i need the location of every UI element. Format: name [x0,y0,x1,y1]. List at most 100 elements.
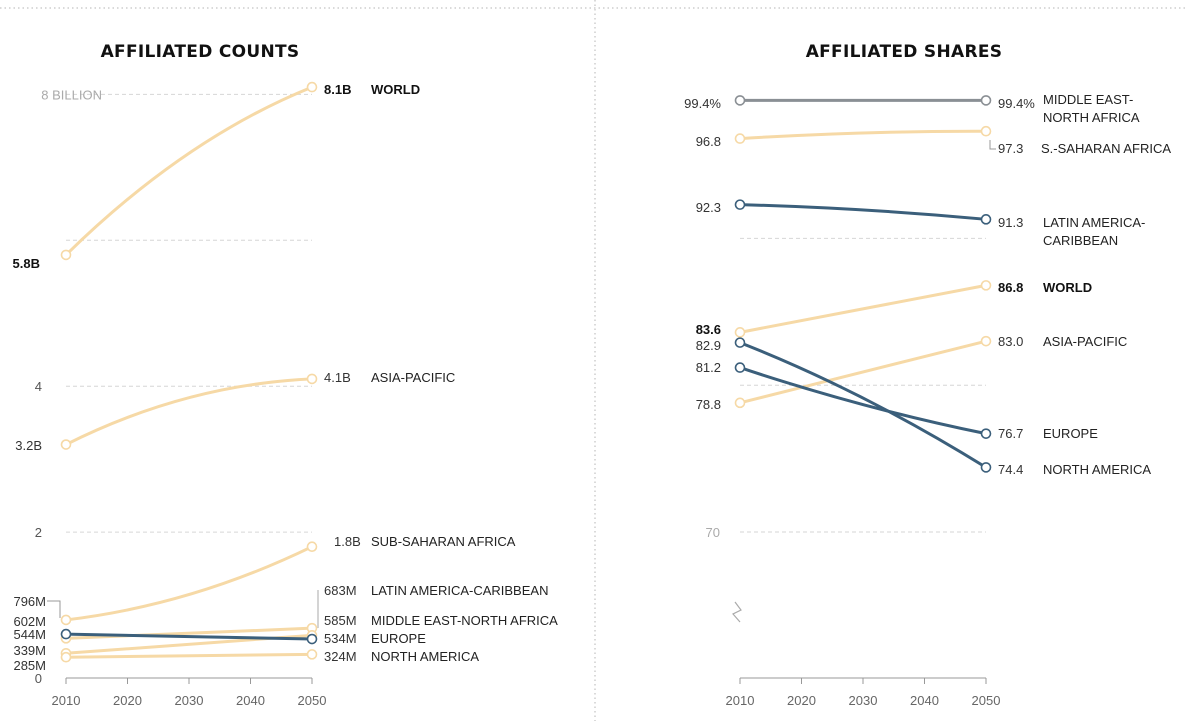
start-point-europe [60,628,72,640]
end-point-north-america [306,649,318,660]
end-value-middle-east-north-africa: 99.4% [998,96,1035,111]
start-label-north-america: 285M [13,658,46,673]
end-point-europe [306,633,318,645]
series-label-latin-america-caribbean: LATIN AMERICA-CARIBBEAN [371,583,548,598]
x-tick-label: 2050 [298,693,327,708]
start-point-middle-east-north-africa [734,95,746,106]
series-label-europe: EUROPE [371,631,426,646]
series-label-line: MIDDLE EAST- [1043,92,1133,107]
end-point-asia-pacific [980,335,992,347]
start-label-latin-america-caribbean: 92.3 [696,200,721,215]
end-value-middle-east-north-africa: 585M [324,613,357,628]
series-label-asia-pacific: ASIA-PACIFIC [1043,334,1127,349]
end-point-north-america [980,462,992,473]
end-value-latin-america-caribbean: 683M [324,583,357,598]
series-line-sub-saharan-africa [65,545,313,622]
x-tick-label: 2020 [113,693,142,708]
series-label-s-saharan-africa: S.-SAHARAN AFRICA [1041,141,1171,156]
series-line-north-america [739,341,987,469]
start-label-world: 5.8B [13,256,40,271]
y-tick-label: 0 [35,671,42,686]
start-label-asia-pacific: 3.2B [15,438,42,453]
start-label-north-america: 82.9 [696,338,721,353]
end-value-asia-pacific: 4.1B [324,370,351,385]
end-value-europe: 76.7 [998,426,1023,441]
series-line-s-saharan-africa [739,129,987,141]
end-value-s-saharan-africa: 97.3 [998,141,1023,156]
start-point-north-america [60,651,72,663]
series-line-europe [739,366,987,436]
x-tick-label: 2040 [910,693,939,708]
y-tick-label: 2 [35,525,42,540]
series-line-europe [65,632,313,641]
start-point-europe [734,362,746,373]
start-point-s-saharan-africa [734,133,746,144]
start-label-world: 83.6 [696,322,721,337]
y-tick-label: 4 [35,379,42,394]
end-point-asia-pacific [306,373,318,385]
start-label-sub-saharan-africa: 796M [13,594,46,609]
chart-title-shares: AFFILIATED SHARES [806,42,1003,62]
end-point-s-saharan-africa [980,125,992,137]
y-tick-label: 8 BILLION [41,87,102,102]
start-point-north-america [734,337,746,348]
x-tick-label: 2010 [726,693,755,708]
series-line-asia-pacific [65,377,313,446]
y-tick-label: 70 [706,525,720,540]
start-label-europe: 602M [13,614,46,629]
end-point-latin-america-caribbean [980,214,992,225]
x-tick-label: 2040 [236,693,265,708]
start-label-s-saharan-africa: 96.8 [696,134,721,149]
shares-chart: 70 2010 2020 2030 2040 2050 99.4% 96.8 92.3 83.6 7… [684,92,1171,708]
x-tick-label: 2030 [175,693,204,708]
start-point-sub-saharan-africa [60,614,72,626]
series-line-world [64,85,313,256]
end-value-europe: 534M [324,631,357,646]
end-point-europe [980,428,992,439]
end-value-north-america: 324M [324,649,357,664]
start-label-middle-east-north-africa: 339M [13,643,46,658]
leader-line [989,140,996,150]
chart-title-counts: AFFILIATED COUNTS [101,42,300,62]
series-label-europe: EUROPE [1043,426,1098,441]
series-label-north-america: NORTH AMERICA [1043,462,1151,477]
x-tick-label: 2050 [972,693,1001,708]
start-point-asia-pacific [60,439,72,450]
start-point-world [60,249,72,261]
end-value-world: 86.8 [998,280,1023,295]
start-point-latin-america-caribbean [734,199,746,210]
series-label-world: WORLD [1043,280,1092,295]
start-point-asia-pacific [734,397,746,409]
series-label-north-america: NORTH AMERICA [371,649,479,664]
counts-chart: 0 2 4 8 BILLION 2010 2020 2030 2040 2050 5.8B 3.2B… [13,81,558,708]
x-tick-label: 2020 [787,693,816,708]
end-value-latin-america-caribbean: 91.3 [998,215,1023,230]
series-label-sub-saharan-africa: SUB-SAHARAN AFRICA [371,534,516,549]
series-line-latin-america-caribbean [65,626,313,640]
end-value-asia-pacific: 83.0 [998,334,1023,349]
series-label-line: CARIBBEAN [1043,233,1118,248]
end-value-north-america: 74.4 [998,462,1023,477]
series-label-line: NORTH AFRICA [1043,110,1140,125]
series-label-middle-east-north-africa: MIDDLE EAST-NORTH AFRICA [371,613,558,628]
axis-break-icon [732,601,742,623]
x-tick-label: 2010 [52,693,81,708]
series-label-middle-east-north-africa: MIDDLE EAST- NORTH AFRICA [1043,92,1140,125]
end-point-sub-saharan-africa [306,541,318,552]
end-point-middle-east-north-africa [980,95,992,106]
start-label-latin-america-caribbean: 544M [13,627,46,642]
series-label-world: WORLD [371,82,420,97]
end-value-world: 8.1B [324,82,351,97]
series-label-asia-pacific: ASIA-PACIFIC [371,370,455,385]
start-label-middle-east-north-africa: 99.4% [684,96,721,111]
series-line-latin-america-caribbean [739,203,987,221]
end-value-sub-saharan-africa: 1.8B [334,534,361,549]
series-label-line: LATIN AMERICA- [1043,215,1145,230]
start-point-world [734,327,746,338]
series-line-world [739,283,987,334]
start-label-europe: 81.2 [696,360,721,375]
start-label-asia-pacific: 78.8 [696,397,721,412]
series-line-north-america [65,652,313,659]
x-tick-label: 2030 [849,693,878,708]
